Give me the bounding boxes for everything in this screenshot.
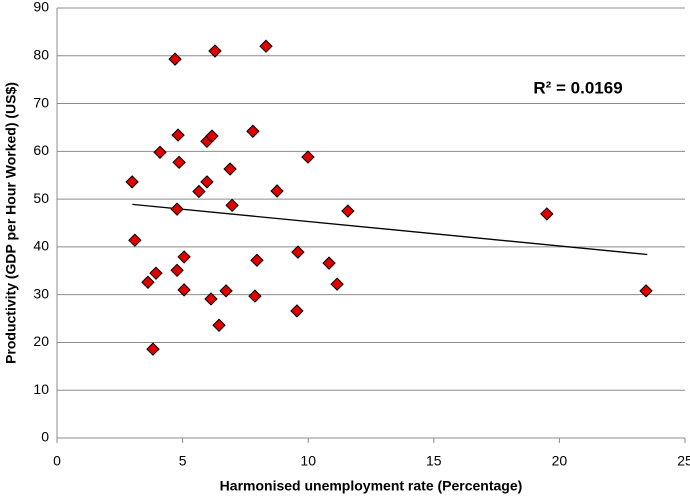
y-tick-label: 90 (33, 0, 49, 15)
y-tick-label: 10 (33, 381, 49, 397)
y-tick-label: 20 (33, 333, 49, 349)
y-tick-label: 70 (33, 94, 49, 110)
data-point (291, 245, 305, 259)
x-tick-label: 25 (677, 453, 690, 469)
data-point (225, 198, 239, 213)
data-point (170, 202, 184, 216)
data-point (270, 184, 284, 198)
r-squared-annotation: R² = 0.0169 (533, 78, 622, 97)
data-point (204, 292, 218, 306)
y-tick-label: 80 (33, 46, 49, 62)
data-point (639, 284, 653, 298)
data-point (141, 275, 155, 289)
x-axis-title: Harmonised unemployment rate (Percentage… (220, 478, 523, 494)
data-point (246, 124, 260, 138)
x-tick-label: 20 (552, 453, 568, 469)
data-point (290, 304, 304, 318)
data-point (540, 207, 554, 221)
data-point (219, 284, 233, 298)
x-tick-label: 15 (426, 453, 442, 469)
data-point (192, 184, 206, 199)
data-point (322, 256, 336, 270)
data-point (223, 162, 237, 176)
x-tick-label: 5 (179, 453, 187, 469)
data-point (341, 204, 355, 218)
data-point (259, 39, 273, 53)
data-point (330, 277, 344, 291)
data-point (177, 250, 191, 264)
y-tick-label: 30 (33, 285, 49, 301)
data-point (177, 283, 191, 297)
trendline (132, 203, 648, 256)
data-point (146, 342, 160, 356)
data-point (212, 318, 226, 332)
data-point (125, 175, 139, 189)
data-point (250, 253, 264, 267)
data-point (171, 128, 185, 142)
y-axis-title: Productivity (GDP per Hour Worked) (US$) (3, 82, 19, 364)
y-tick-label: 40 (33, 238, 49, 254)
data-point (172, 155, 186, 170)
data-point (248, 289, 262, 303)
data-point (301, 150, 315, 164)
data-point (149, 266, 163, 280)
data-point (208, 44, 222, 58)
y-tick-label: 50 (33, 190, 49, 206)
data-point (200, 175, 214, 189)
data-point (128, 233, 142, 247)
x-tick-label: 10 (300, 453, 316, 469)
y-tick-label: 60 (33, 142, 49, 158)
data-point (170, 263, 184, 278)
data-point (153, 145, 167, 159)
y-tick-label: 0 (41, 429, 49, 445)
x-tick-label: 0 (53, 453, 61, 469)
data-point (205, 129, 219, 143)
data-point (168, 52, 182, 66)
